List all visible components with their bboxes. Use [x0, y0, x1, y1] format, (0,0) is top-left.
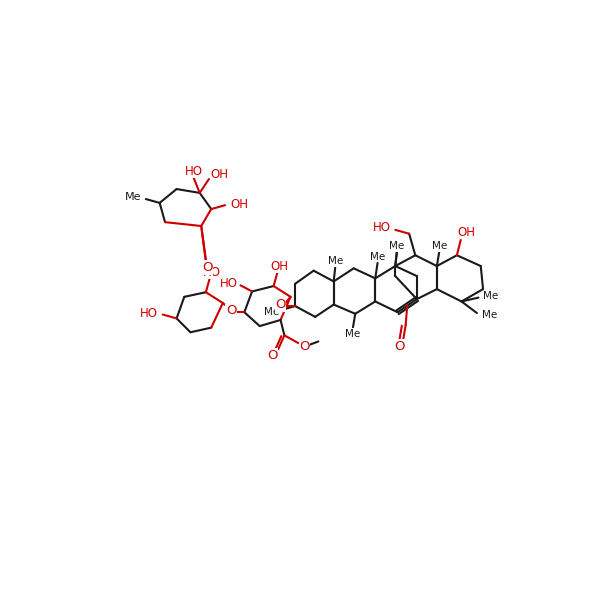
- Text: OH: OH: [230, 198, 248, 211]
- Text: O: O: [299, 340, 310, 353]
- Text: HO: HO: [140, 307, 158, 320]
- Text: Me: Me: [125, 192, 142, 202]
- Text: O: O: [394, 340, 405, 353]
- Text: HO: HO: [203, 266, 221, 278]
- Text: O: O: [202, 261, 212, 274]
- Text: Me: Me: [346, 329, 361, 339]
- Text: Me: Me: [389, 241, 404, 251]
- Text: OH: OH: [271, 260, 289, 272]
- Text: HO: HO: [185, 165, 203, 178]
- Text: Me: Me: [482, 310, 497, 320]
- Text: Me: Me: [483, 291, 499, 301]
- Text: Me: Me: [265, 307, 280, 317]
- Text: O: O: [275, 298, 286, 311]
- Text: O: O: [267, 349, 277, 362]
- Text: OH: OH: [211, 168, 229, 181]
- Text: O: O: [226, 304, 236, 317]
- Text: Me: Me: [370, 252, 385, 262]
- Text: Me: Me: [328, 256, 343, 266]
- Text: Me: Me: [389, 241, 404, 251]
- Text: OH: OH: [457, 226, 475, 239]
- Text: HO: HO: [220, 277, 238, 290]
- Text: Me: Me: [431, 241, 447, 251]
- Text: HO: HO: [373, 221, 391, 234]
